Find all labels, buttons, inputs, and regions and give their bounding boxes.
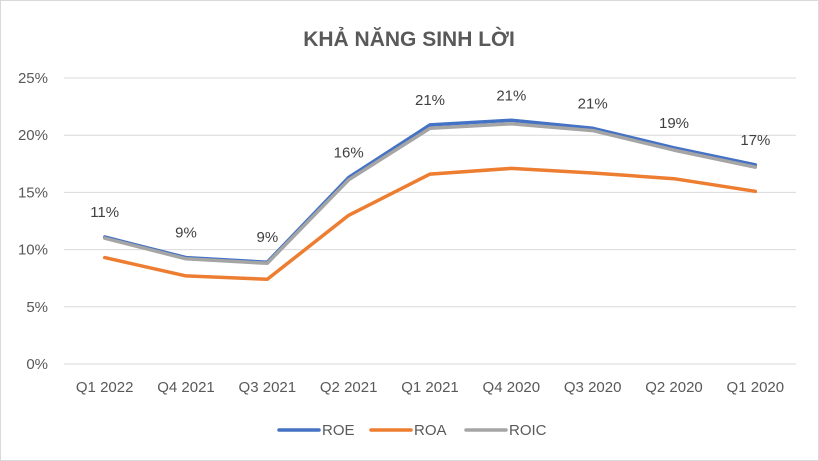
series-lines <box>102 118 758 282</box>
series-line-roa <box>102 166 758 282</box>
data-labels: 11% 9% 9% 16% 21% 21% 21% 19% 17% <box>90 87 770 246</box>
series-line-roic <box>102 122 758 266</box>
y-tick-label: 5% <box>26 299 48 316</box>
data-label: 21% <box>578 95 608 112</box>
data-label: 9% <box>175 225 197 242</box>
y-axis-tick-labels: 0% 5% 10% 15% 20% 25% <box>18 70 48 373</box>
legend-item-roa: ROA <box>369 422 447 439</box>
legend-label: ROA <box>414 422 447 439</box>
data-label: 16% <box>334 145 364 162</box>
series-line-roe <box>102 118 758 264</box>
gridlines <box>64 77 796 365</box>
x-tick-label: Q4 2021 <box>157 379 215 396</box>
x-axis-tick-labels: Q1 2022 Q4 2021 Q3 2021 Q2 2021 Q1 2021 Q4 20… <box>76 379 784 396</box>
data-label: 21% <box>496 87 526 104</box>
y-tick-label: 15% <box>18 184 48 201</box>
data-label: 11% <box>90 204 119 221</box>
y-tick-label: 0% <box>26 356 48 373</box>
x-tick-label: Q1 2020 <box>727 379 785 396</box>
x-tick-label: Q1 2021 <box>401 379 459 396</box>
legend-item-roic: ROIC <box>464 422 547 439</box>
data-label: 17% <box>740 132 770 149</box>
y-tick-label: 10% <box>18 242 48 259</box>
x-tick-label: Q3 2020 <box>564 379 622 396</box>
data-label: 19% <box>659 115 689 132</box>
legend-label: ROE <box>322 422 355 439</box>
x-tick-label: Q1 2022 <box>76 379 134 396</box>
legend-label: ROIC <box>509 422 547 439</box>
legend-item-roe: ROE <box>277 422 355 439</box>
y-tick-label: 20% <box>18 127 48 144</box>
x-tick-label: Q3 2021 <box>239 379 297 396</box>
x-tick-label: Q2 2020 <box>645 379 703 396</box>
chart-title: KHẢ NĂNG SINH LỜI <box>303 27 515 51</box>
y-tick-label: 25% <box>18 70 48 87</box>
x-tick-label: Q4 2020 <box>483 379 541 396</box>
data-label: 9% <box>256 229 278 246</box>
x-tick-label: Q2 2021 <box>320 379 378 396</box>
data-label: 21% <box>415 92 445 109</box>
legend: ROE ROA ROIC <box>277 422 547 439</box>
